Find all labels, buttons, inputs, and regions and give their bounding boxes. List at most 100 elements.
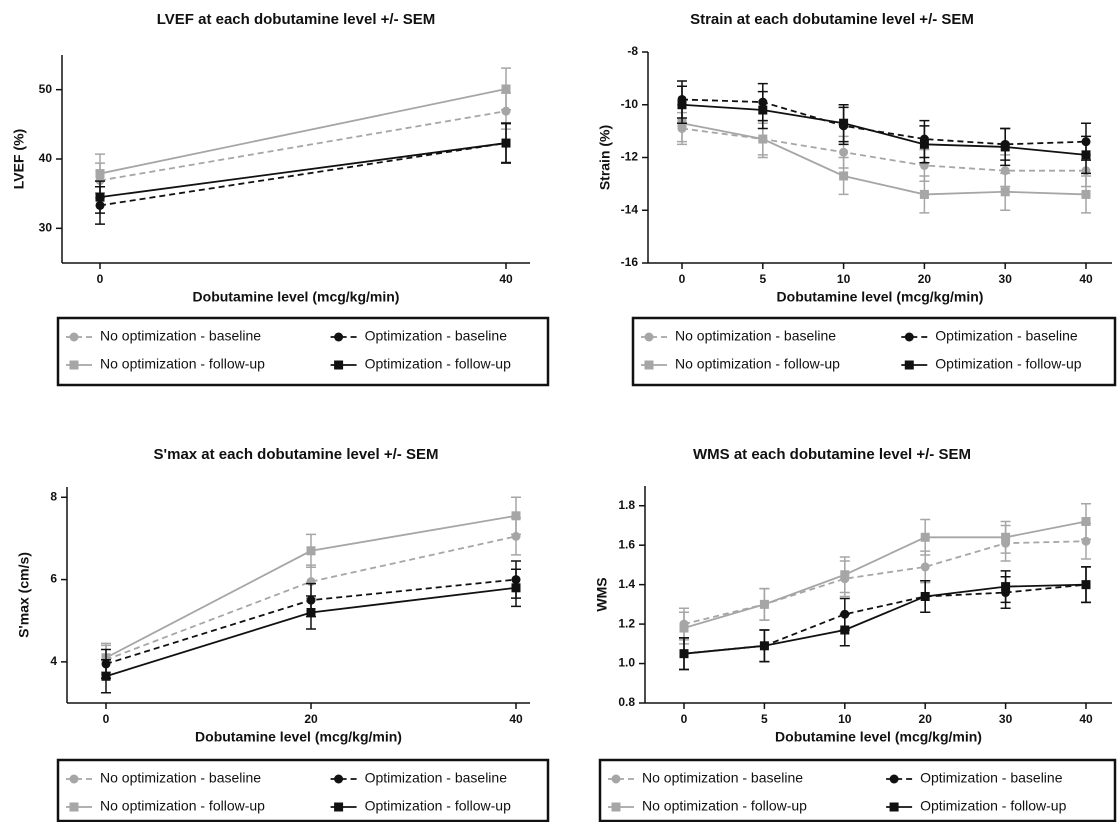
series-line [105,535,517,661]
series-line [681,122,1087,196]
series-line [683,520,1087,629]
series-line [681,98,1087,146]
legend-label: Optimization - follow-up [935,356,1081,372]
marker [306,546,316,556]
series-line [683,540,1087,625]
y-tick-label: 1.2 [618,616,635,630]
marker [1081,580,1091,590]
y-tick-label: 8 [50,489,57,503]
series-line [683,583,1087,655]
marker [1081,150,1091,160]
marker [919,189,929,199]
marker [758,105,768,115]
x-tick-label: 0 [97,272,104,286]
x-tick-label: 30 [999,272,1013,286]
marker [501,84,511,94]
legend-label: No optimization - baseline [642,770,803,786]
y-tick-label: -8 [627,44,638,58]
legend-label: No optimization - baseline [100,770,261,786]
chart-title: WMS at each dobutamine level +/- SEM [693,446,971,463]
x-tick-label: 40 [509,712,523,726]
panel: WMS at each dobutamine level +/- SEM 0.8 1… [594,446,1117,822]
legend-box [598,758,1117,822]
series-line [99,142,507,199]
marker [511,511,521,521]
y-tick-label: 4 [50,654,57,668]
marker [644,360,654,370]
x-axis-title: Dobutamine level (mcg/kg/min) [777,289,984,305]
marker [679,649,689,659]
y-axis-title: LVEF (%) [11,129,27,189]
legend-label: No optimization - baseline [675,328,836,344]
series-line [99,88,507,175]
marker [920,562,930,572]
x-tick-label: 0 [679,272,686,286]
x-tick-label: 20 [304,712,318,726]
x-tick-label: 5 [759,272,766,286]
x-axis-title: Dobutamine level (mcg/kg/min) [775,729,982,745]
x-axis-title: Dobutamine level (mcg/kg/min) [193,289,400,305]
y-tick-label: 1.4 [618,577,635,591]
legend-label: Optimization - baseline [920,770,1063,786]
legend-label: No optimization - follow-up [642,798,807,814]
panel: S'max at each dobutamine level +/- SEM 4 6… [16,446,550,822]
legend-label: No optimization - follow-up [100,798,265,814]
y-tick-label: 0.8 [618,695,635,709]
marker [334,332,344,342]
marker [69,332,79,342]
marker [69,360,79,370]
marker [889,774,899,784]
marker [919,139,929,149]
panel: Strain at each dobutamine level +/- SEM -… [597,11,1117,387]
legend-box [56,758,550,822]
marker [501,138,511,148]
marker [1000,187,1010,197]
marker [69,774,79,784]
marker [1001,532,1011,542]
marker [904,332,914,342]
x-axis-title: Dobutamine level (mcg/kg/min) [195,729,402,745]
y-tick-label: 40 [39,151,53,165]
legend-label: Optimization - follow-up [365,798,511,814]
x-tick-label: 20 [919,712,933,726]
y-tick-label: 1.8 [618,498,635,512]
y-tick-label: 1.0 [618,656,635,670]
marker [95,169,105,179]
marker [1081,517,1091,527]
legend-label: Optimization - follow-up [365,356,511,372]
legend-label: No optimization - follow-up [100,356,265,372]
y-axis-title: WMS [594,577,610,611]
x-tick-label: 30 [999,712,1013,726]
marker [759,599,769,609]
marker [69,802,79,812]
marker [904,360,914,370]
marker [679,623,689,633]
marker [101,671,111,681]
marker [334,774,344,784]
marker [95,192,105,202]
marker [759,641,769,651]
x-tick-label: 10 [837,272,851,286]
x-tick-label: 0 [103,712,110,726]
legend-label: Optimization - baseline [935,328,1078,344]
marker [839,118,849,128]
series-line [683,583,1087,655]
legend-label: Optimization - follow-up [920,798,1066,814]
marker [334,802,344,812]
legend-box [56,316,550,387]
marker [920,532,930,542]
series-line [681,103,1087,156]
marker [611,802,621,812]
legend-label: No optimization - baseline [100,328,261,344]
y-tick-label: -16 [621,255,639,269]
marker [758,134,768,144]
marker [840,570,850,580]
y-tick-label: 30 [39,221,53,235]
chart-title: LVEF at each dobutamine level +/- SEM [157,11,436,28]
x-tick-label: 0 [681,712,688,726]
x-tick-label: 5 [761,712,768,726]
legend-label: No optimization - follow-up [675,356,840,372]
marker [1001,582,1011,592]
marker [644,332,654,342]
